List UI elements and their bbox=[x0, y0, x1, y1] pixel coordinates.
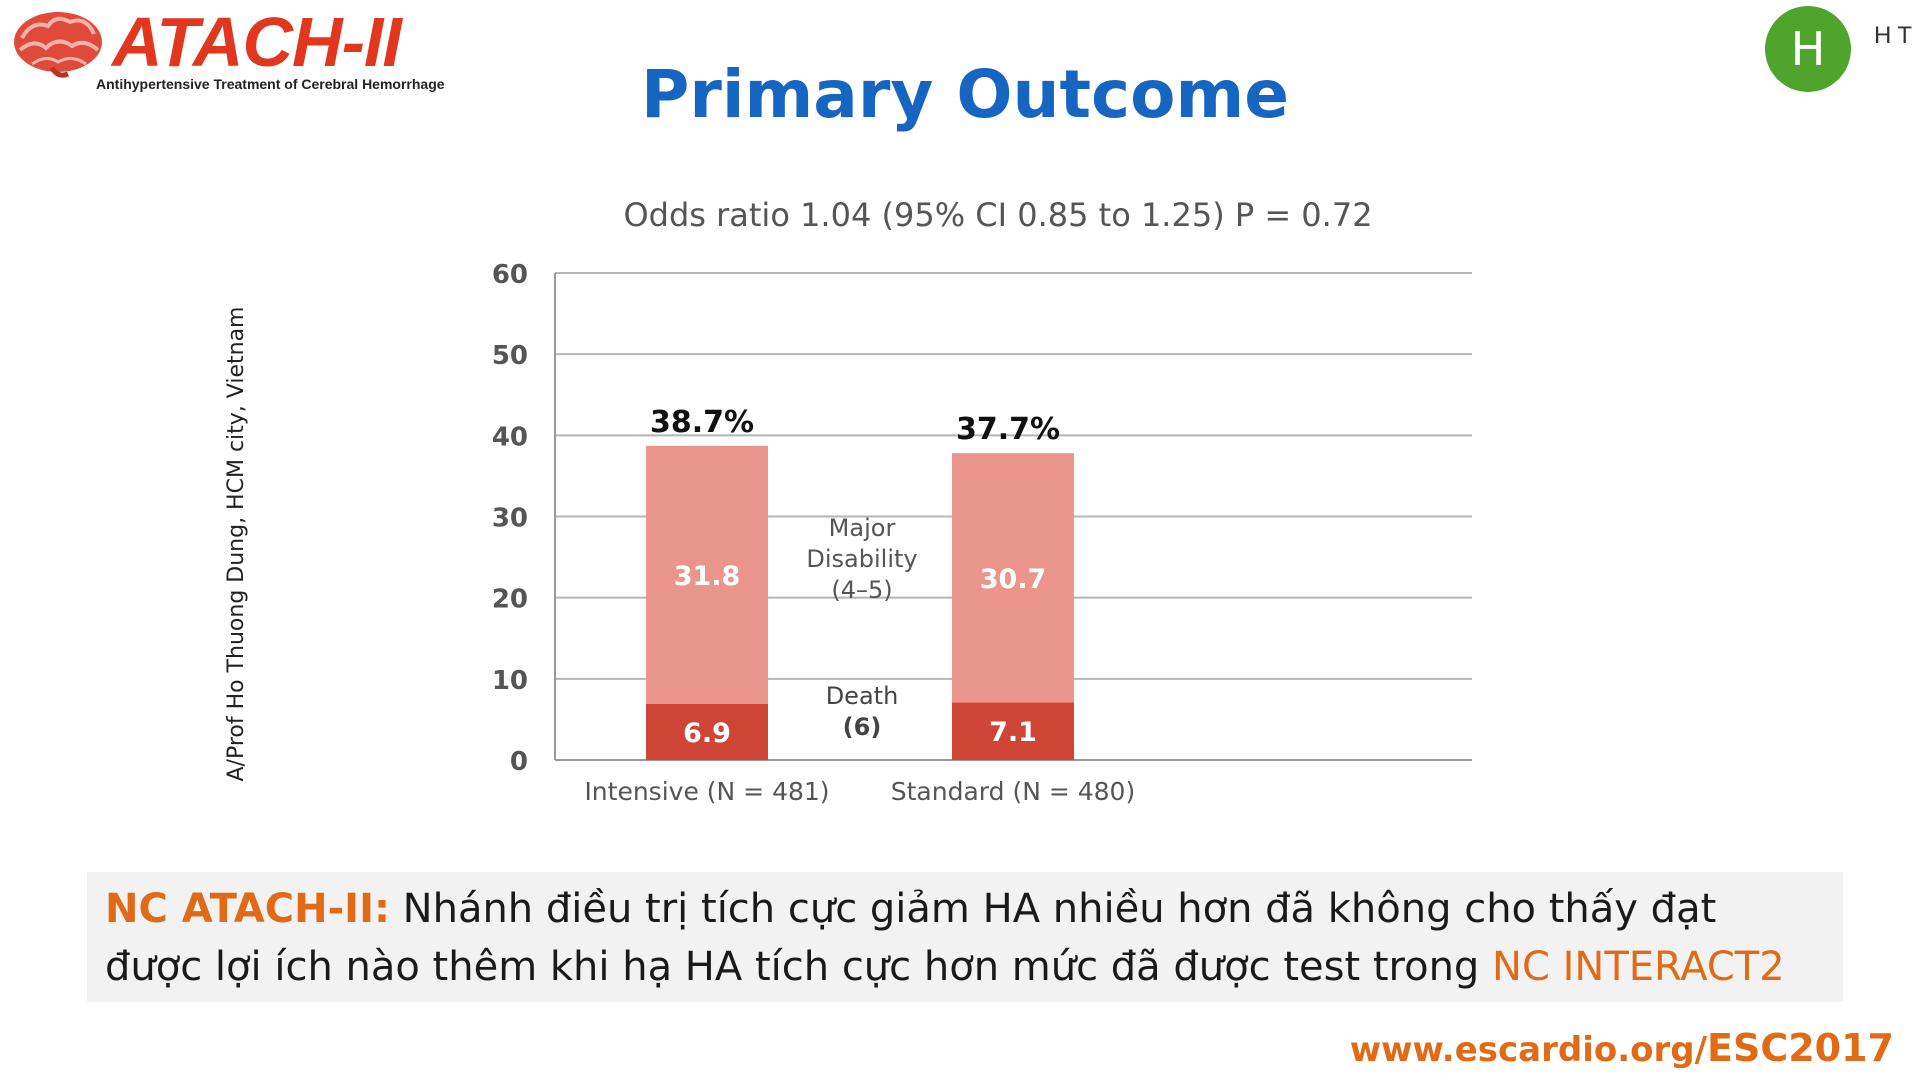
x-category-label: Intensive (N = 481) bbox=[584, 777, 829, 806]
y-tick-label: 50 bbox=[492, 341, 528, 371]
y-tick-label: 40 bbox=[492, 422, 528, 452]
bar-major-disability bbox=[952, 453, 1074, 703]
data-label: 30.7 bbox=[980, 564, 1047, 595]
y-tick-label: 30 bbox=[492, 504, 528, 534]
conclusion-highlight: NC INTERACT2 bbox=[1492, 944, 1785, 990]
total-label: 38.7% bbox=[650, 405, 754, 440]
series-label-death: Death bbox=[826, 682, 899, 710]
conclusion-box: NC ATACH-II: Nhánh điều trị tích cực giả… bbox=[87, 872, 1843, 1002]
footer-url-strong: ESC2017 bbox=[1707, 1026, 1894, 1070]
avatar-side-text: HT bbox=[1874, 22, 1918, 49]
y-tick-label: 60 bbox=[492, 260, 528, 290]
y-tick-label: 0 bbox=[510, 747, 528, 777]
bar-major-disability bbox=[646, 445, 768, 704]
logo-name: ATACH-II bbox=[112, 3, 402, 81]
conclusion-text: Nhánh điều trị tích cực giảm HA nhiều hơ… bbox=[105, 886, 1717, 990]
data-label: 31.8 bbox=[674, 561, 741, 592]
data-label: 7.1 bbox=[989, 717, 1037, 748]
footer-url[interactable]: www.escardio.org/ESC2017 bbox=[1350, 1026, 1894, 1070]
logo-subtitle: Antihypertensive Treatment of Cerebral H… bbox=[96, 76, 445, 92]
conclusion-lead: NC ATACH-II: bbox=[105, 886, 390, 932]
data-label: 6.9 bbox=[683, 718, 731, 749]
series-label-major-disability: Disability bbox=[806, 545, 917, 573]
x-category-label: Standard (N = 480) bbox=[891, 777, 1135, 806]
outcome-chart: Odds ratio 1.04 (95% CI 0.85 to 1.25) P … bbox=[492, 196, 1472, 806]
slide-title: Primary Outcome bbox=[640, 56, 1290, 133]
series-label-death: (6) bbox=[843, 713, 882, 741]
brain-icon bbox=[14, 12, 102, 78]
chart-title: Odds ratio 1.04 (95% CI 0.85 to 1.25) P … bbox=[623, 196, 1372, 234]
series-label-major-disability: (4–5) bbox=[831, 576, 892, 604]
footer-url-prefix: www.escardio.org/ bbox=[1349, 1030, 1708, 1070]
atach-logo: ATACH-II Antihypertensive Treatment of C… bbox=[12, 3, 445, 98]
bar-death bbox=[646, 703, 768, 760]
presenter-avatar[interactable]: H bbox=[1765, 6, 1851, 92]
total-label: 37.7% bbox=[956, 412, 1060, 447]
series-label-major-disability: Major bbox=[829, 514, 896, 542]
bar-death bbox=[952, 702, 1074, 760]
y-tick-label: 20 bbox=[492, 585, 528, 615]
y-tick-label: 10 bbox=[492, 666, 528, 696]
